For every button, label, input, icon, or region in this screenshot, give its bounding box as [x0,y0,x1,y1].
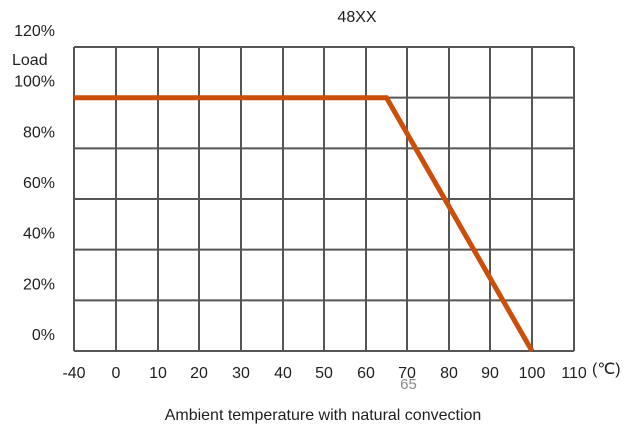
annotation-label-0: 65 [400,376,417,393]
x-tick-label-8: 70 [398,365,416,382]
y-tick-label-6: 120% [14,23,55,40]
x-tick-label-10: 90 [481,365,499,382]
x-tick-label-6: 50 [315,365,333,382]
x-tick-label-7: 60 [357,365,375,382]
y-axis-label: Load [12,52,48,69]
x-tick-label-1: 0 [112,365,121,382]
x-tick-label-11: 100 [519,365,546,382]
x-tick-label-9: 80 [440,365,458,382]
y-tick-label-4: 80% [23,124,55,141]
x-tick-label-4: 30 [232,365,250,382]
x-tick-label-0: -40 [62,365,85,382]
x-tick-label-2: 10 [149,365,167,382]
x-tick-label-12: 110 [561,365,587,382]
y-tick-label-3: 60% [23,175,55,192]
y-tick-label-1: 20% [23,276,55,293]
x-unit-label: (℃) [592,361,621,378]
derating-curve-0 [74,95,535,353]
x-axis-label: Ambient temperature with natural convect… [165,407,482,424]
y-tick-label-2: 40% [23,226,55,243]
y-tick-label-5: 100% [14,74,55,91]
x-tick-label-5: 40 [274,365,292,382]
x-tick-label-3: 20 [190,365,208,382]
chart-title: 48XX [337,9,376,26]
y-tick-label-0: 0% [32,327,55,344]
